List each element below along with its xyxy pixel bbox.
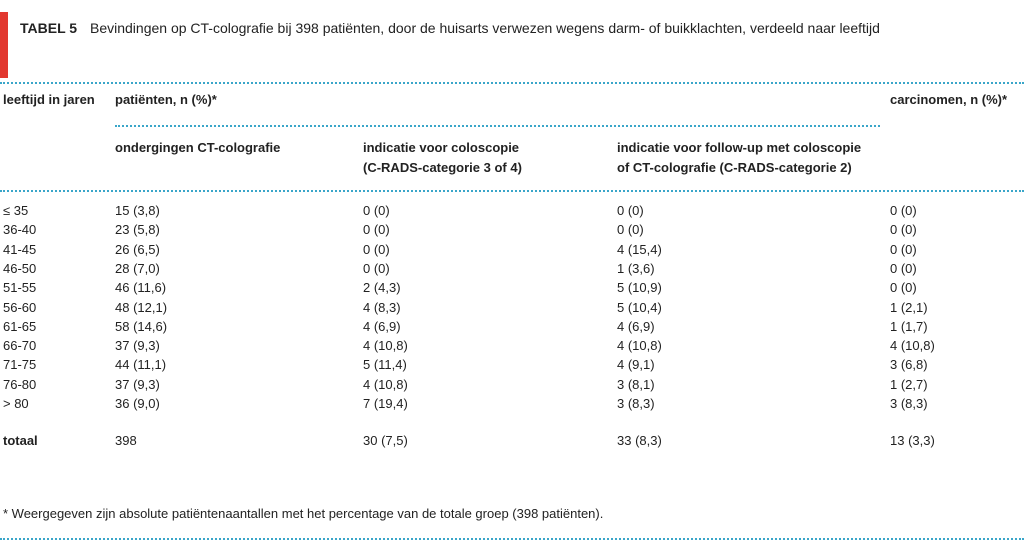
column-header: carcinomen, n (%)* (890, 92, 1008, 107)
table-cell: 3 (8,1) (617, 376, 655, 392)
table-label: TABEL 5 (20, 20, 78, 36)
subcolumn-header: ondergingen CT-colografie (115, 140, 281, 155)
table-cell: 3 (6,8) (890, 357, 928, 373)
table-cell: 4 (9,1) (617, 357, 655, 373)
table-cell: 26 (6,5) (115, 241, 160, 257)
table-cell: 3 (8,3) (890, 396, 928, 411)
column-header: patiënten, n (%)* (115, 92, 217, 107)
table-cell: 5 (10,4) (617, 299, 662, 315)
table-cell: 61-65 (3, 318, 37, 334)
table-cell: 1 (1,7) (890, 318, 928, 334)
rule (0, 82, 1024, 84)
table-cell: 1 (3,6) (617, 260, 655, 276)
table-cell: 5 (10,9) (617, 280, 662, 296)
subcolumn-header: indicatie voor coloscopie (363, 140, 520, 155)
table-cell: 0 (0) (890, 241, 917, 257)
table-cell: 23 (5,8) (115, 222, 160, 238)
table-cell: 37 (9,3) (115, 376, 160, 392)
table-cell: 36-40 (3, 222, 37, 238)
total-cell: 13 (3,3) (890, 433, 935, 448)
table-cell: 0 (0) (363, 260, 390, 276)
total-cell: 30 (7,5) (363, 433, 408, 448)
table-cell: 1 (2,7) (890, 376, 928, 392)
table-cell: 51-55 (3, 280, 37, 296)
rule (115, 125, 880, 127)
table-cell: 0 (0) (890, 280, 917, 296)
total-cell: totaal (3, 433, 38, 448)
total-cell: 33 (8,3) (617, 433, 662, 448)
table-cell: 0 (0) (890, 203, 917, 218)
table-cell: 4 (10,8) (890, 338, 935, 354)
table-cell: 46 (11,6) (115, 280, 167, 296)
table-cell: 1 (2,1) (890, 299, 928, 315)
table-cell: 66-70 (3, 338, 37, 354)
table-cell: 71-75 (3, 357, 37, 373)
table-cell: 4 (10,8) (363, 376, 408, 392)
table-cell: 4 (10,8) (363, 338, 408, 354)
table-cell: 44 (11,1) (115, 357, 167, 373)
table-cell: 3 (8,3) (617, 396, 655, 411)
table-cell: 41-45 (3, 241, 37, 257)
table-cell: 0 (0) (617, 222, 644, 238)
table-cell: 15 (3,8) (115, 203, 160, 218)
table-cell: 0 (0) (363, 222, 390, 238)
table-cell: 0 (0) (890, 222, 917, 238)
table-cell: 0 (0) (363, 203, 390, 218)
rule (0, 538, 1024, 540)
table-cell: 48 (12,1) (115, 299, 168, 315)
subcolumn-header: (C-RADS-categorie 3 of 4) (363, 160, 522, 175)
table-cell: 2 (4,3) (363, 280, 401, 296)
table-cell: 7 (19,4) (363, 396, 408, 411)
table-cell: 76-80 (3, 376, 37, 392)
table-cell: 4 (15,4) (617, 241, 662, 257)
rule (0, 190, 1024, 192)
column-header: leeftijd in jaren (3, 92, 95, 107)
table-caption: Bevindingen op CT-colografie bij 398 pat… (90, 20, 880, 36)
table-cell: 36 (9,0) (115, 396, 160, 411)
total-cell: 398 (115, 433, 137, 448)
table-cell: 37 (9,3) (115, 338, 160, 354)
table-cell: 0 (0) (890, 260, 917, 276)
table-cell: 4 (10,8) (617, 338, 662, 354)
table-cell: 4 (6,9) (363, 318, 401, 334)
table-cell: 0 (0) (617, 203, 644, 218)
table-cell: 56-60 (3, 299, 37, 315)
table-cell: > 80 (3, 396, 29, 411)
table-cell: 4 (6,9) (617, 318, 655, 334)
table-cell: 0 (0) (363, 241, 390, 257)
table-cell: 5 (11,4) (363, 357, 407, 373)
table-cell: ≤ 35 (3, 203, 29, 218)
table-cell: 28 (7,0) (115, 260, 160, 276)
accent-bar (0, 12, 8, 78)
footnote: * Weergegeven zijn absolute patiëntenaan… (3, 506, 604, 521)
subcolumn-header: of CT-colografie (C-RADS-categorie 2) (617, 160, 852, 175)
table-cell: 58 (14,6) (115, 318, 168, 334)
table-cell: 4 (8,3) (363, 299, 401, 315)
table-cell: 46-50 (3, 260, 37, 276)
subcolumn-header: indicatie voor follow-up met coloscopie (617, 140, 862, 155)
